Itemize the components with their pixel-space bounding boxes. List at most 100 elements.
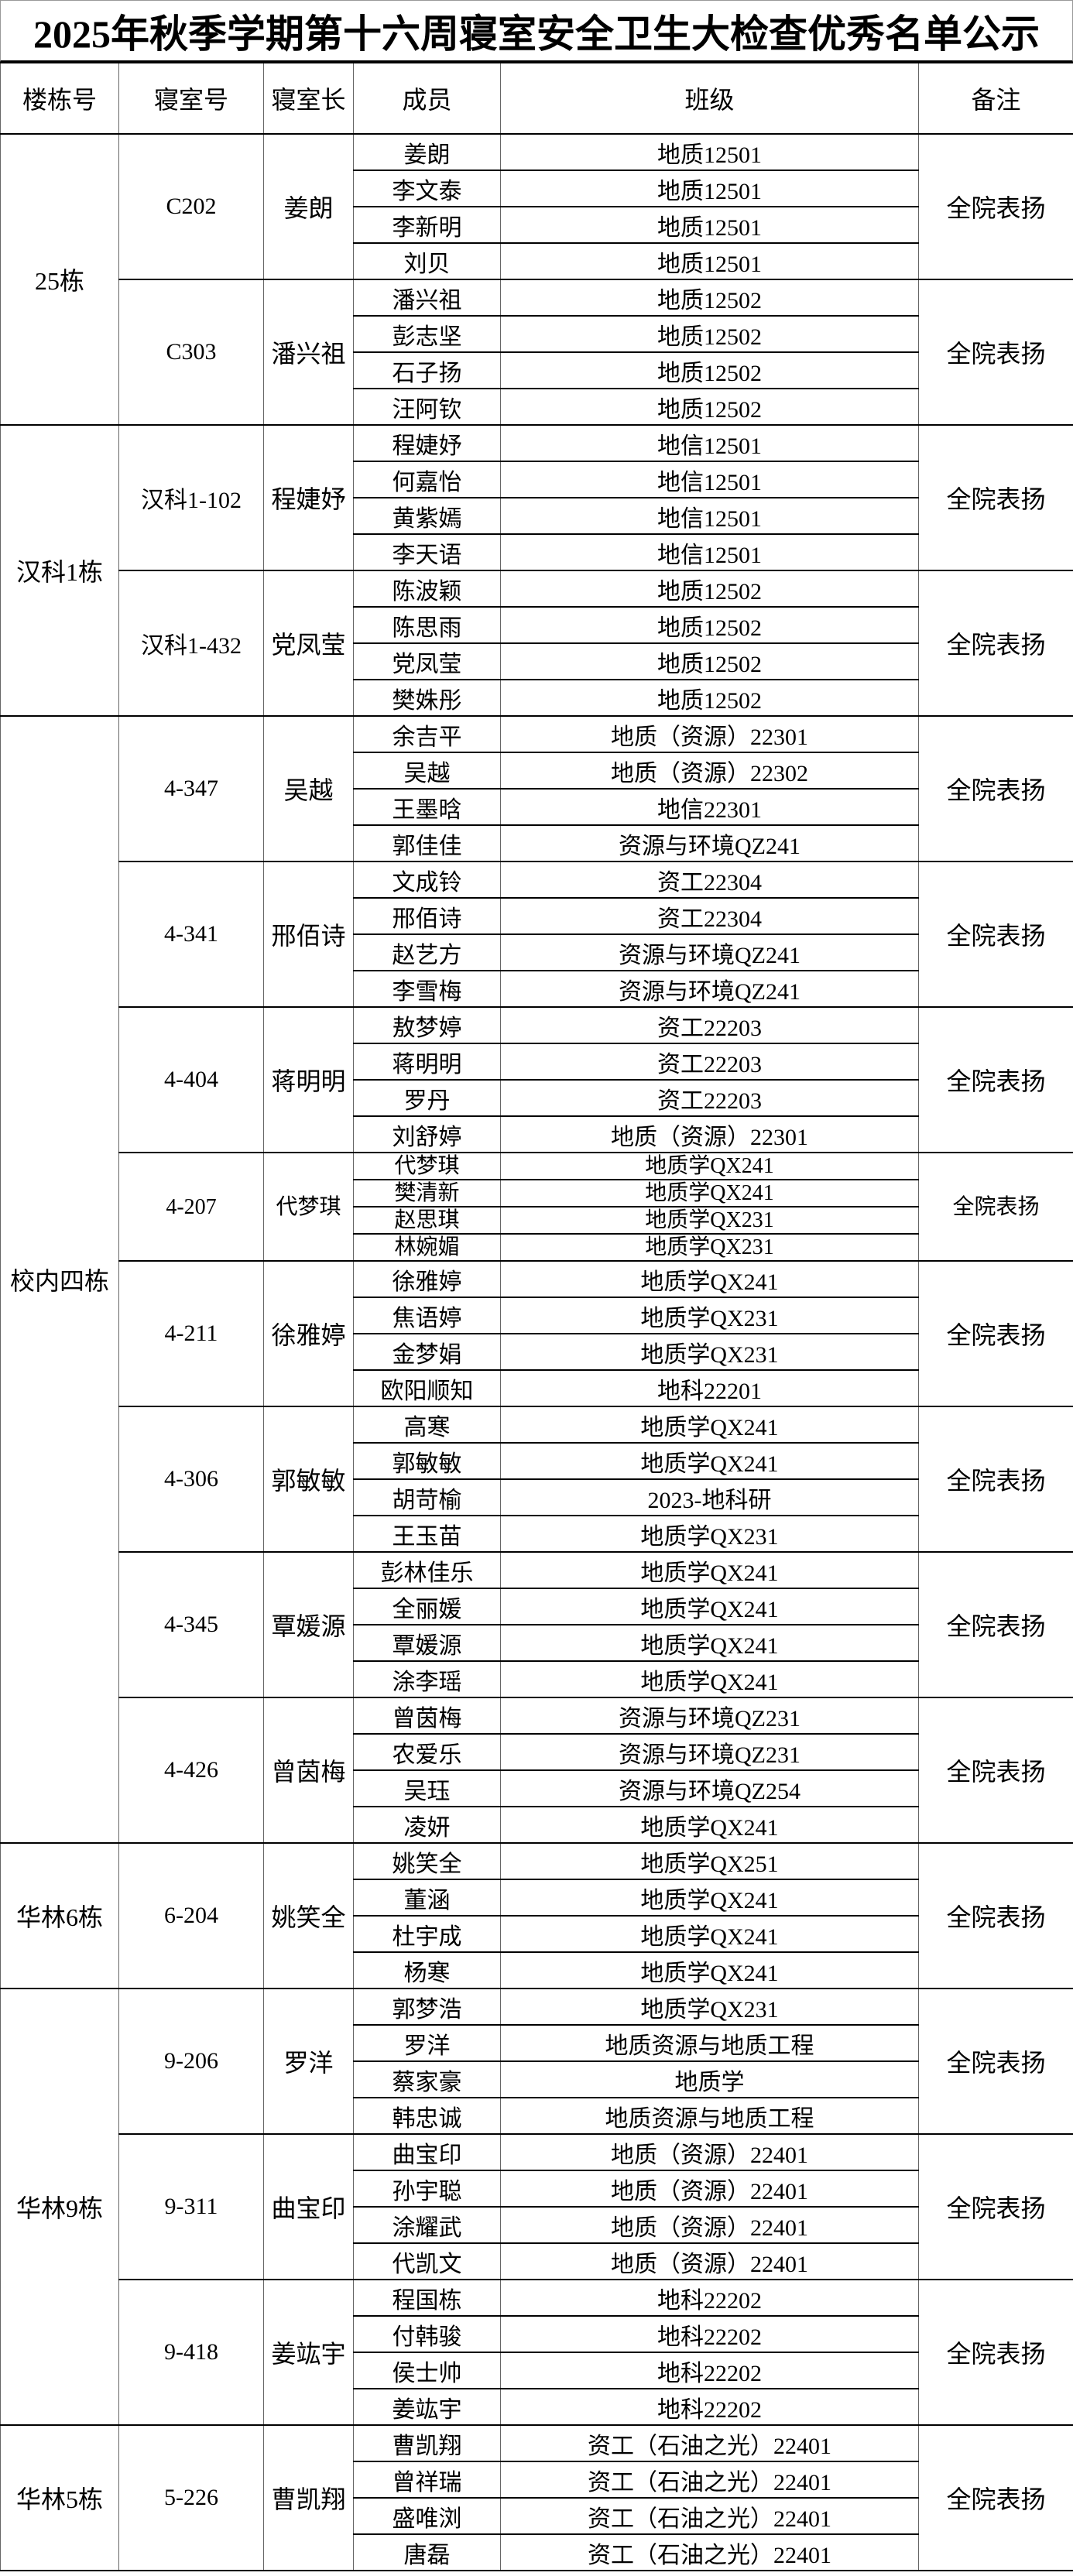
member-name-cell: 樊清新 (353, 1179, 501, 1208)
table-row: 赵思琪 地质学QX231 (1, 1206, 1073, 1235)
table-row: 吴越 地质（资源）22302 (1, 752, 1073, 790)
member-class-cell: 地质（资源）22301 (500, 1115, 919, 1153)
member-name-cell: 潘兴祖 (353, 279, 501, 317)
member-name-cell: 彭林佳乐 (353, 1551, 501, 1589)
member-name-cell: 董涵 (353, 1879, 501, 1917)
member-class-cell: 地质学QX241 (500, 1951, 919, 1989)
member-class-cell: 地质学QX241 (500, 1806, 919, 1844)
member-class-cell: 资源与环境QZ254 (500, 1769, 919, 1807)
table-row: 校内四栋 4-347 吴越 余吉平 地质（资源）22301 全院表扬 (0, 715, 1073, 1844)
member-name-cell: 侯士帅 (353, 2352, 501, 2389)
member-name-cell: 陈思雨 (353, 606, 501, 644)
leader-cell: 徐雅婷 (263, 1260, 354, 1407)
member-name-cell: 郭佳佳 (353, 824, 501, 862)
member-name-cell: 徐雅婷 (353, 1260, 501, 1298)
table-row: 赵艺方 资源与环境QZ241 (1, 933, 1073, 971)
leader-cell: 曹凯翔 (263, 2424, 354, 2571)
member-name-cell: 付韩骏 (353, 2315, 501, 2353)
note-cell: 全院表扬 (918, 1842, 1073, 1989)
member-name-cell: 姚笑全 (353, 1842, 501, 1880)
member-class-cell: 地科22202 (500, 2388, 919, 2426)
member-name-cell: 吴越 (353, 752, 501, 790)
member-name-cell: 余吉平 (353, 715, 501, 753)
member-class-cell: 地质学QX231 (500, 1333, 919, 1371)
leader-cell: 姜朗 (263, 133, 354, 280)
member-class-cell: 地质12502 (500, 315, 919, 353)
member-class-cell: 地质学 (500, 2060, 919, 2098)
member-class-cell: 地信12501 (500, 533, 919, 571)
member-class-cell: 地质12502 (500, 351, 919, 389)
member-name-cell: 罗洋 (353, 2024, 501, 2062)
table-row: 汪阿钦 地质12502 (1, 388, 1073, 426)
header-class: 班级 (500, 62, 919, 135)
table-row: 4-345 覃媛源 彭林佳乐 地质学QX241 全院表扬 (1, 1551, 1073, 1698)
note-cell: 全院表扬 (918, 1006, 1073, 1153)
table-row: 唐磊 资工（石油之光）22401 (1, 2533, 1073, 2571)
header-room: 寝室号 (118, 62, 264, 135)
leader-cell: 曲宝印 (263, 2133, 354, 2280)
note-cell: 全院表扬 (918, 570, 1073, 717)
table-row: 胡苛榆 2023-地科研 (1, 1478, 1073, 1516)
member-name-cell: 李文泰 (353, 170, 501, 207)
room-cell: 9-206 (118, 1988, 264, 2135)
leader-cell: 覃媛源 (263, 1551, 354, 1698)
table-header-row: 楼栋号 寝室号 寝室长 成员 班级 备注 (0, 62, 1073, 135)
member-class-cell: 地科22202 (500, 2315, 919, 2353)
room-cell: 6-204 (118, 1842, 264, 1989)
member-name-cell: 彭志坚 (353, 315, 501, 353)
member-name-cell: 欧阳顺知 (353, 1369, 501, 1407)
room-cell: 4-207 (118, 1152, 264, 1262)
table-row: 李新明 地质12501 (1, 206, 1073, 244)
member-class-cell: 地质（资源）22401 (500, 2206, 919, 2244)
note-cell: 全院表扬 (918, 715, 1073, 862)
table-row: 凌妍 地质学QX241 (1, 1806, 1073, 1844)
member-name-cell: 刘舒婷 (353, 1115, 501, 1153)
member-class-cell: 地质12502 (500, 279, 919, 317)
member-name-cell: 焦语婷 (353, 1297, 501, 1334)
building-cell: 华林9栋 (0, 1988, 119, 2426)
member-name-cell: 农爱乐 (353, 1733, 501, 1771)
member-class-cell: 地科22202 (500, 2279, 919, 2317)
member-class-cell: 资源与环境QZ241 (500, 933, 919, 971)
member-class-cell: 地科22201 (500, 1369, 919, 1407)
table-row: 樊清新 地质学QX241 (1, 1179, 1073, 1208)
member-class-cell: 地质学QX231 (500, 1515, 919, 1553)
note-cell: 全院表扬 (918, 133, 1073, 280)
member-class-cell: 地质学QX241 (500, 1442, 919, 1480)
note-cell: 全院表扬 (918, 1260, 1073, 1407)
member-class-cell: 2023-地科研 (500, 1478, 919, 1516)
leader-cell: 党凤莹 (263, 570, 354, 717)
table-row: 党凤莹 地质12502 (1, 642, 1073, 680)
building-cell: 25栋 (0, 133, 119, 426)
building-cell: 汉科1栋 (0, 424, 119, 717)
member-name-cell: 曲宝印 (353, 2133, 501, 2171)
table-row: 欧阳顺知 地科22201 (1, 1369, 1073, 1407)
member-class-cell: 地质学QX241 (500, 1179, 919, 1208)
leader-cell: 曾茵梅 (263, 1697, 354, 1844)
member-class-cell: 资工22304 (500, 897, 919, 935)
table-row: 杜宇成 地质学QX241 (1, 1915, 1073, 1953)
leader-cell: 吴越 (263, 715, 354, 862)
room-cell: C202 (118, 133, 264, 280)
member-class-cell: 资工（石油之光）22401 (500, 2497, 919, 2535)
member-name-cell: 李雪梅 (353, 970, 501, 1008)
table-row: 4-426 曾茵梅 曾茵梅 资源与环境QZ231 全院表扬 (1, 1697, 1073, 1844)
member-class-cell: 资工22203 (500, 1043, 919, 1081)
member-name-cell: 林婉媚 (353, 1233, 501, 1262)
member-name-cell: 石子扬 (353, 351, 501, 389)
note-cell: 全院表扬 (918, 1988, 1073, 2135)
table-row: 蔡家豪 地质学 (1, 2060, 1073, 2098)
building-cell: 华林5栋 (0, 2424, 119, 2571)
header-note: 备注 (918, 62, 1073, 135)
member-class-cell: 地质（资源）22401 (500, 2242, 919, 2280)
member-name-cell: 文成铃 (353, 861, 501, 899)
member-class-cell: 资工22203 (500, 1006, 919, 1044)
member-class-cell: 地质资源与地质工程 (500, 2097, 919, 2135)
table-row: 何嘉怡 地信12501 (1, 461, 1073, 498)
member-class-cell: 地质学QX251 (500, 1842, 919, 1880)
member-name-cell: 王墨晗 (353, 788, 501, 826)
table-row: 李天语 地信12501 (1, 533, 1073, 571)
member-name-cell: 邢佰诗 (353, 897, 501, 935)
member-class-cell: 资源与环境QZ241 (500, 824, 919, 862)
room-cell: 9-311 (118, 2133, 264, 2280)
